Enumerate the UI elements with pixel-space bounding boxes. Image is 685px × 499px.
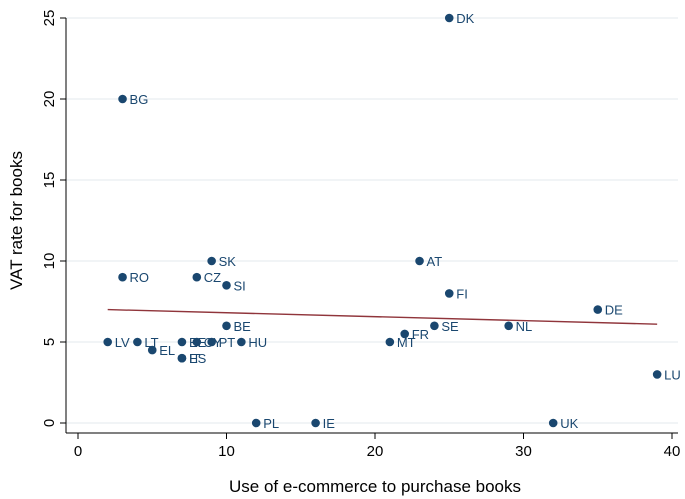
data-label: LU (664, 367, 681, 382)
data-point (385, 337, 395, 347)
x-axis-title: Use of e-commerce to purchase books (229, 477, 521, 496)
y-tick-label: 15 (41, 172, 58, 189)
data-point (207, 256, 216, 266)
data-point (593, 305, 603, 314)
data-point (118, 94, 127, 104)
data-label: UK (560, 416, 578, 431)
data-label: DK (456, 11, 474, 26)
data-points (103, 13, 662, 428)
y-tick-label: 5 (41, 338, 58, 346)
data-point (652, 370, 662, 379)
data-label: PL (263, 416, 279, 431)
data-label: PT (219, 335, 236, 350)
data-point (444, 13, 454, 23)
data-label: CY (204, 335, 222, 350)
gridlines (66, 17, 678, 424)
data-point (400, 329, 410, 339)
x-tick-label: 40 (664, 443, 681, 460)
data-label: SK (219, 254, 237, 269)
y-tick-label: 0 (41, 419, 58, 427)
y-axis-title: VAT rate for books (7, 151, 26, 290)
data-label: SE (441, 319, 459, 334)
data-point (147, 345, 157, 355)
data-point (548, 418, 558, 428)
y-tick-label: 20 (41, 91, 58, 108)
data-point (192, 337, 202, 347)
data-point (504, 321, 513, 331)
axes: 0 5 10 15 20 25 0 10 20 30 40 (41, 10, 680, 460)
data-label: DE (605, 303, 623, 318)
data-point (192, 272, 202, 282)
data-label: EL (159, 343, 175, 358)
data-label: LV (115, 335, 130, 350)
data-point (103, 337, 112, 347)
data-label: ES (189, 351, 207, 366)
data-point (237, 337, 246, 347)
data-point (133, 337, 142, 347)
data-label: EE (189, 335, 207, 350)
y-tick-label: 10 (41, 253, 58, 270)
data-point (311, 418, 320, 428)
data-label: IT (189, 351, 201, 366)
x-tick-label: 30 (515, 443, 532, 460)
data-label: RO (130, 270, 150, 285)
data-label: SI (234, 278, 246, 293)
data-point (207, 337, 216, 347)
data-label: HU (248, 335, 267, 350)
data-point (222, 281, 231, 290)
data-point (177, 353, 187, 363)
y-tick-label: 25 (41, 10, 58, 27)
data-label: MT (397, 335, 416, 350)
data-label: FR (412, 327, 429, 342)
data-label: AT (427, 254, 443, 269)
data-label: FI (456, 286, 468, 301)
data-label: NL (516, 319, 533, 334)
data-label: LT (144, 335, 158, 350)
data-point (415, 256, 424, 266)
data-point (444, 289, 454, 298)
data-label: BG (130, 92, 149, 107)
fitted-line (107, 308, 658, 325)
fit-line-group (107, 308, 658, 325)
data-point (251, 418, 261, 428)
data-label: IE (323, 416, 336, 431)
data-label: BE (234, 319, 252, 334)
data-point (222, 321, 231, 331)
x-tick-label: 0 (74, 443, 82, 460)
x-tick-label: 10 (218, 443, 235, 460)
data-point (430, 321, 439, 331)
data-label: CZ (204, 270, 221, 285)
data-point (177, 337, 187, 347)
x-tick-label: 20 (367, 443, 384, 460)
data-point (118, 272, 127, 282)
